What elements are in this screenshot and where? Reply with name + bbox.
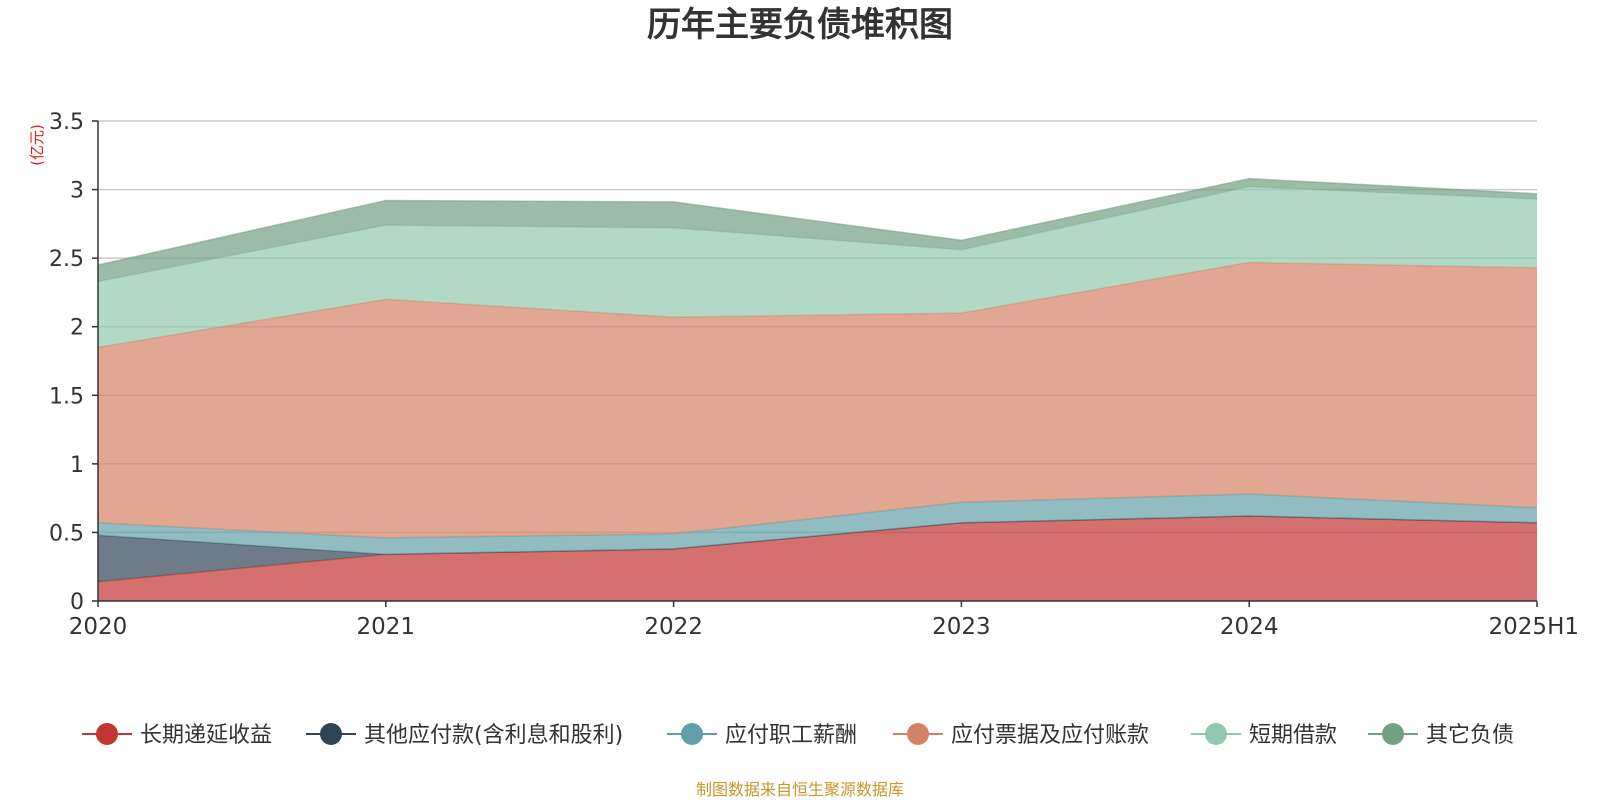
y-tick-label: 1.5	[49, 384, 84, 409]
legend-item-4[interactable]: 短期借款	[1191, 723, 1337, 748]
legend-item-5[interactable]: 其它负债	[1368, 723, 1514, 748]
x-tick-label: 2025H1	[1489, 614, 1579, 640]
y-tick-label: 2	[70, 316, 84, 341]
area-series-5	[98, 178, 1537, 282]
area-series-2	[98, 494, 1537, 555]
legend-label: 其他应付款(含利息和股利)	[364, 723, 623, 748]
y-tick-label: 2.5	[49, 247, 84, 272]
legend-label: 长期递延收益	[140, 723, 272, 748]
source-note: 制图数据来自恒生聚源数据库	[696, 780, 904, 799]
y-tick-label: 0.5	[49, 521, 84, 546]
x-tick-label: 2022	[644, 614, 703, 640]
y-tick-label: 1	[70, 453, 84, 478]
legend-item-2[interactable]: 应付职工薪酬	[667, 723, 857, 748]
legend-marker-icon	[907, 723, 929, 745]
y-axis-unit-label: (亿元)	[28, 124, 46, 166]
legend-label: 应付职工薪酬	[725, 723, 857, 748]
x-tick-label: 2021	[357, 614, 416, 640]
y-tick-label: 3.5	[49, 110, 84, 135]
area-series-5-line	[97, 177, 1538, 266]
axes: 0 0.5 1 1.5 2 2.5 3 3.5 2020 2021 2022 2023 2024 2025…	[49, 110, 1579, 640]
legend-marker-icon	[96, 723, 118, 745]
legend-marker-icon	[681, 723, 703, 745]
legend-marker-icon	[320, 723, 342, 745]
x-tick-label: 2023	[932, 614, 991, 640]
legend-label: 其它负债	[1426, 723, 1514, 748]
chart-title: 历年主要负债堆积图	[647, 5, 953, 45]
legend-item-3[interactable]: 应付票据及应付账款	[893, 723, 1149, 748]
x-tick-label: 2024	[1220, 614, 1279, 640]
y-tick-label: 0	[70, 590, 84, 615]
legend-item-0[interactable]: 长期递延收益	[82, 723, 272, 748]
area-series-0	[98, 516, 1537, 601]
area-series-3	[98, 262, 1537, 538]
legend-label: 应付票据及应付账款	[951, 723, 1149, 748]
legend-marker-icon	[1382, 723, 1404, 745]
legend-item-1[interactable]: 其他应付款(含利息和股利)	[306, 723, 623, 748]
x-tick-label: 2020	[69, 614, 128, 640]
area-series-4	[98, 186, 1537, 348]
stacked-areas	[97, 177, 1538, 601]
legend[interactable]: 长期递延收益 其他应付款(含利息和股利) 应付职工薪酬 应付票据及应付账款 短期借款 其它…	[82, 723, 1514, 748]
y-tick-label: 3	[70, 179, 84, 204]
legend-marker-icon	[1205, 723, 1227, 745]
legend-label: 短期借款	[1249, 723, 1337, 748]
